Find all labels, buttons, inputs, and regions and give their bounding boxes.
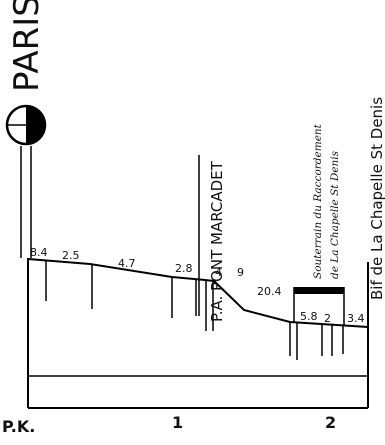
gradient-label: 2: [324, 312, 331, 325]
pk-tick-label: 1: [172, 413, 183, 432]
souterrain-label-line1: Souterrain du Raccordement: [312, 123, 324, 279]
tunnel-bar: [294, 287, 344, 294]
gradient-label: 20.4: [257, 285, 282, 298]
station-name: PARIS: [7, 0, 47, 92]
gradient-label: 4: [215, 266, 222, 279]
souterrain-label-line2: de La Chapelle St Denis: [329, 150, 341, 279]
gradient-break-ticks: [45, 260, 344, 360]
gradient-label: 2.5: [62, 249, 80, 262]
pk-tick-label: 2: [325, 413, 336, 432]
gradient-labels: 8.4 2.5 4.7 2.8 4 9 20.4 5.8 2 3.4: [30, 246, 365, 325]
bif-label: Bif de La Chapelle St Denis: [368, 97, 385, 300]
gradient-profile-line: [27, 258, 369, 328]
half-filled-circle-symbol: [5, 104, 47, 146]
gradient-label: 4.7: [118, 257, 136, 270]
pk-axis-label: P.K.: [2, 417, 35, 436]
gradient-label: 8.4: [30, 246, 48, 259]
gradient-label: 9: [237, 266, 244, 279]
gradient-label: 5.8: [300, 310, 318, 323]
gradient-label: 2.8: [175, 262, 193, 275]
gradient-label: 3.4: [347, 312, 365, 325]
pont-marcadet-label: P.A. PONT MARCADET: [208, 160, 226, 322]
